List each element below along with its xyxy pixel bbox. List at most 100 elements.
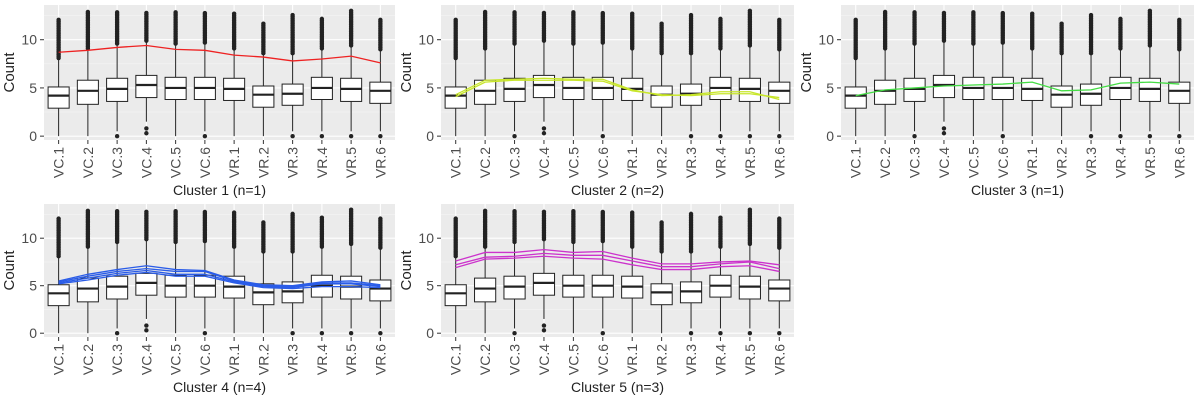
boxplot-VC.2 (76, 9, 99, 137)
outlier-point (348, 8, 354, 13)
box-iqr (252, 85, 275, 108)
panel-background (441, 5, 794, 140)
x-tick-label: VR.6 (1171, 147, 1187, 178)
cluster-profile-line (455, 248, 780, 266)
box-iqr (76, 277, 99, 303)
outlier-point (348, 331, 354, 336)
outlier-point (114, 133, 120, 139)
outlier-point (512, 10, 517, 15)
outlier-point (941, 10, 947, 16)
y-tick-label: 10 (21, 32, 37, 48)
boxplot-VR.1 (621, 210, 644, 334)
outlier-point (231, 210, 237, 215)
y-axis-title: Count (398, 52, 415, 93)
outlier-point (202, 133, 208, 139)
outlier-point (348, 133, 354, 139)
boxplot-VR.4 (709, 215, 732, 336)
x-tick-label: VR.3 (285, 147, 301, 178)
outlier-point (1147, 133, 1153, 139)
outlier-point (378, 331, 383, 336)
box-iqr (252, 283, 275, 306)
outlier-point (541, 10, 547, 16)
boxplot-VC.3 (106, 209, 129, 336)
x-tick-label: VR.1 (226, 147, 242, 178)
outlier-point (571, 209, 576, 214)
y-tick-label: 5 (29, 278, 37, 294)
outlier-point (144, 126, 149, 131)
x-tick-label: VR.1 (226, 344, 242, 375)
x-tick-label: VC.6 (995, 147, 1011, 178)
boxplot-VC.6 (193, 209, 216, 336)
y-axis-title: Count (1, 250, 18, 291)
box-iqr (768, 81, 791, 104)
boxplot-VC.3 (106, 10, 129, 139)
box-iqr (844, 86, 867, 109)
outlier-point (114, 331, 120, 336)
x-tick-label: VC.1 (51, 147, 67, 178)
boxplot-VC.4 (532, 10, 556, 136)
outlier-point (173, 209, 178, 214)
outlier-point (747, 207, 753, 212)
box-iqr (650, 85, 673, 108)
boxplot-VC.4 (135, 209, 158, 333)
boxplot-VR.1 (1021, 11, 1044, 137)
outlier-point (202, 331, 208, 336)
cluster-profile-line (58, 44, 381, 64)
boxplot-VR.2 (650, 21, 673, 137)
y-tick-label: 5 (426, 278, 434, 294)
outlier-point (482, 208, 488, 214)
x-tick-label: VC.4 (536, 344, 552, 375)
outlier-point (941, 126, 947, 131)
y-axis-title: Count (398, 250, 415, 291)
y-tick-label: 5 (29, 80, 37, 96)
x-tick-label: VC.1 (51, 344, 67, 375)
x-axis-title: Cluster 2 (n=2) (571, 182, 664, 198)
outlier-point (541, 126, 547, 131)
boxplot-VR.3 (679, 211, 703, 336)
outlier-point (777, 17, 782, 23)
outlier-point (56, 17, 61, 23)
x-tick-label: VR.5 (1142, 147, 1158, 178)
boxplot-VC.4 (135, 10, 158, 136)
outlier-point (290, 211, 295, 217)
x-tick-label: VC.5 (565, 344, 581, 375)
outlier-point (512, 331, 517, 336)
boxplot-VC.3 (503, 10, 526, 139)
y-axis-title: Count (1, 52, 18, 93)
outlier-point (1177, 133, 1182, 139)
boxplot-VC.5 (562, 209, 585, 334)
boxplot-VC.4 (532, 209, 556, 333)
outlier-point (1088, 12, 1094, 18)
outlier-point (941, 131, 947, 136)
x-tick-label: VC.2 (80, 147, 96, 178)
outlier-point (747, 8, 753, 13)
x-tick-label: VR.2 (654, 344, 670, 375)
outlier-point (1118, 16, 1123, 22)
box-iqr (135, 74, 158, 99)
boxplot-VR.6 (369, 17, 392, 139)
x-tick-label: VR.3 (683, 344, 699, 375)
box-iqr (47, 284, 70, 307)
outlier-point (453, 216, 458, 221)
outlier-point (144, 328, 149, 333)
outlier-point (378, 216, 383, 221)
boxplot-VC.5 (164, 209, 187, 334)
outlier-point (541, 209, 547, 214)
box-iqr (444, 86, 467, 109)
x-tick-label: VR.4 (712, 147, 728, 178)
x-tick-label: VC.3 (507, 344, 523, 375)
boxplot-VC.1 (444, 216, 467, 334)
outlier-point (541, 328, 547, 333)
box-iqr (47, 86, 70, 109)
x-tick-label: VR.2 (654, 147, 670, 178)
outlier-point (319, 215, 325, 220)
outlier-point (144, 209, 149, 214)
outlier-point (1059, 21, 1064, 26)
boxplot-VR.4 (310, 16, 333, 139)
boxplot-VR.2 (650, 220, 673, 334)
x-tick-label: VC.6 (197, 147, 213, 178)
box-iqr (369, 81, 392, 104)
boxplot-VC.6 (991, 10, 1014, 139)
y-tick-label: 10 (818, 32, 834, 48)
